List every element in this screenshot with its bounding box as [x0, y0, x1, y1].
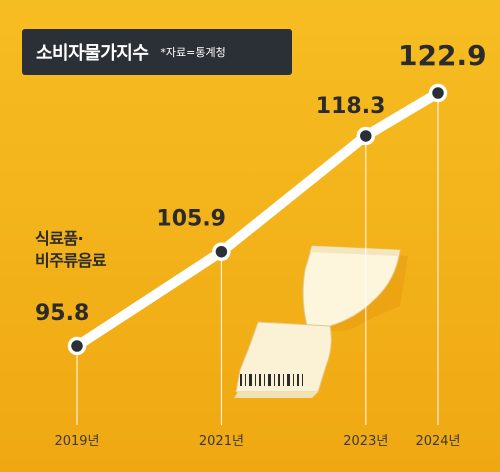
- barcode: [240, 374, 303, 386]
- value-label-3: 122.9: [398, 39, 487, 72]
- data-points: [67, 83, 448, 356]
- x-tick-label-3: 2024년: [415, 434, 460, 449]
- data-point-3: [428, 83, 448, 103]
- x-tick-label-2: 2023년: [343, 434, 388, 449]
- series-line-layer: [72, 88, 443, 351]
- value-label-1: 105.9: [156, 207, 226, 232]
- chart-title-box: 소비자물가지수 *자료=통계청: [22, 29, 292, 75]
- source-note: *자료=통계청: [160, 46, 226, 59]
- receipt-illustration: [234, 245, 408, 398]
- series-name: 식료품· 비주류음료: [35, 229, 107, 270]
- data-point-2: [356, 126, 376, 146]
- series-label: 식료품· 비주류음료: [35, 228, 145, 272]
- value-label-2: 118.3: [316, 94, 386, 119]
- data-point-0: [67, 336, 87, 356]
- value-labels: 95.8 105.9 118.3 122.9: [35, 39, 487, 326]
- guide-lines: [76, 93, 439, 425]
- x-axis-tick-labels: 2019년 2021년 2023년 2024년: [54, 434, 460, 449]
- series-line: [72, 88, 443, 351]
- value-label-0: 95.8: [35, 301, 89, 326]
- chart-title: 소비자물가지수: [36, 43, 149, 64]
- x-tick-label-0: 2019년: [54, 434, 99, 449]
- x-tick-label-1: 2021년: [199, 434, 244, 449]
- data-point-1: [212, 242, 231, 261]
